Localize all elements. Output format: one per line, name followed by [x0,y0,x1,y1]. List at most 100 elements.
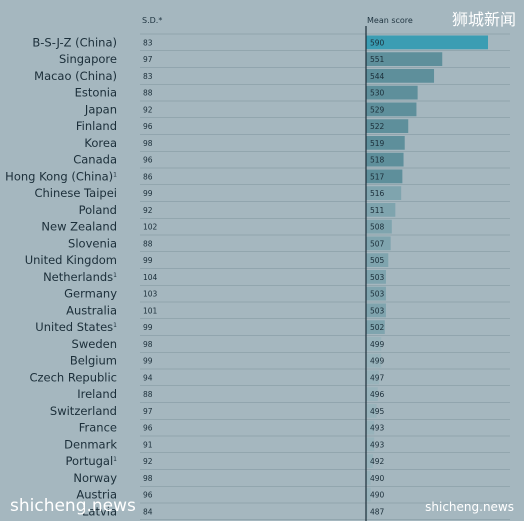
footnote-mark: 1 [113,272,117,279]
score-bar [366,119,409,133]
mean-score-label: 492 [370,457,385,466]
country-label: Sweden [72,337,117,351]
sd-value: 98 [143,474,153,483]
score-bar [366,286,386,301]
country-label: Ireland [77,387,117,401]
sd-column-header: S.D.* [142,16,163,25]
country-label: Macao (China) [34,69,117,83]
score-bar [366,370,379,385]
mean-score-label: 490 [370,474,385,483]
score-bar [366,387,378,401]
sd-value: 88 [143,239,153,248]
mean-score-label: 505 [370,256,385,265]
mean-score-label: 507 [370,239,385,248]
score-bar [366,504,368,519]
score-bar [366,320,385,334]
mean-score-label: 516 [370,189,385,198]
mean-score-label: 503 [370,306,385,315]
score-bar [366,471,371,485]
mean-score-label: 493 [370,440,385,449]
mean-score-label: 544 [370,72,385,81]
country-label: Australia [66,303,117,317]
sd-value: 88 [143,390,153,399]
mean-score-label: 529 [370,105,385,114]
footnote-mark: 1 [113,456,117,463]
sd-value: 92 [143,457,153,466]
score-bar [366,437,375,452]
sd-value: 92 [143,206,153,215]
country-label: Poland [79,203,117,217]
score-bar [366,420,375,435]
sd-value: 96 [143,424,153,433]
mean-score-label: 511 [370,206,385,215]
score-bar [366,102,417,117]
sd-value: 94 [143,373,153,382]
mean-score-label: 522 [370,122,385,131]
country-label: Slovenia [68,236,117,250]
sd-value: 92 [143,105,153,114]
score-bar [366,136,405,150]
sd-value: 98 [143,139,153,148]
mean-score-label: 519 [370,139,385,148]
mean-score-label: 490 [370,491,385,500]
mean-score-label: 508 [370,223,385,232]
sd-value: 99 [143,357,153,366]
score-bar [366,487,371,502]
country-label: Finland [76,119,117,133]
score-bar [366,69,435,83]
score-bar [366,152,404,167]
score-bar [366,303,386,318]
mean-score-label: 590 [370,38,385,47]
sd-value: 97 [143,407,153,416]
sd-value: 83 [143,38,153,47]
sd-value: 96 [143,122,153,131]
mean-score-label: 551 [370,55,385,64]
sd-value: 104 [143,273,158,282]
country-label: Norway [73,471,117,485]
mean-score-label: 495 [370,407,385,416]
score-bar [366,253,389,267]
watermark-bottom-right: shicheng.news [425,500,514,514]
country-label: Belgium [70,354,117,368]
sd-value: 91 [143,440,153,449]
score-bar [366,353,382,368]
mean-score-label: 517 [370,172,385,181]
country-label: Czech Republic [29,370,117,384]
sd-value: 83 [143,72,153,81]
footnote-mark: 1 [113,322,117,329]
sd-value: 103 [143,290,158,299]
mean-score-column-header: Mean score [367,16,413,25]
score-bar [366,52,443,66]
score-bar [366,270,386,284]
sd-value: 98 [143,340,153,349]
country-label: Austria [76,488,117,502]
mean-score-label: 499 [370,357,385,366]
mean-score-label: 496 [370,390,385,399]
sd-value: 101 [143,306,158,315]
score-bar [366,337,382,351]
country-label: Denmark [64,437,117,451]
country-label: New Zealand [41,220,117,234]
sd-value: 97 [143,55,153,64]
footnote-mark: 1 [113,171,117,178]
score-bar [366,186,402,200]
sd-value: 99 [143,189,153,198]
country-label: Portugal1 [66,454,118,468]
mean-score-label: 499 [370,340,385,349]
mean-score-label: 502 [370,323,385,332]
score-bar [366,236,391,251]
score-bar [366,404,377,418]
sd-value: 102 [143,223,158,232]
mean-score-label: 503 [370,290,385,299]
mean-score-label: 497 [370,373,385,382]
country-label: Estonia [75,86,117,100]
country-label: Canada [73,153,117,167]
watermark-top-right: 狮城新闻 [451,10,516,29]
sd-value: 99 [143,256,153,265]
country-label: Japan [84,102,117,116]
score-bar [366,169,403,184]
mean-score-label: 493 [370,424,385,433]
sd-value: 86 [143,172,153,181]
watermark-bottom-left: shicheng.news [10,496,136,516]
